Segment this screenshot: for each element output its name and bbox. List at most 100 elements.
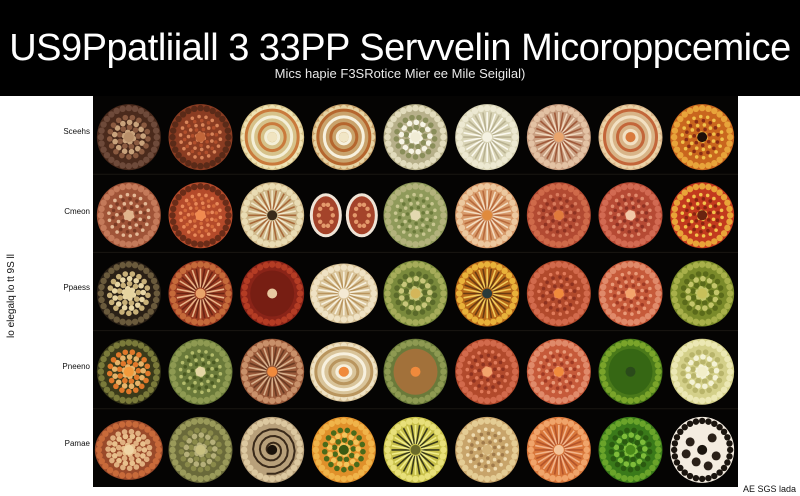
specimen-rim-dot <box>724 434 731 441</box>
specimen-ray <box>553 425 559 445</box>
specimen-cell <box>598 260 663 327</box>
specimen-rim-dot <box>711 238 718 245</box>
specimen-cell <box>168 182 233 249</box>
specimen-grain <box>608 289 613 294</box>
specimen-rim-dot <box>609 424 617 431</box>
specimen-rim-dot <box>243 434 251 441</box>
specimen-ray <box>410 425 416 445</box>
specimen-ray <box>562 117 575 134</box>
specimen-rim-dot <box>197 241 204 248</box>
specimen-rim-dot <box>286 234 293 242</box>
specimen-grain <box>144 363 151 370</box>
specimen-rim-dot <box>649 308 656 315</box>
specimen-rim-dot <box>214 189 222 196</box>
specimen-grain <box>354 453 360 459</box>
specimen-rim-dot <box>290 230 298 237</box>
specimen-grain <box>425 305 432 311</box>
specimen-grain <box>612 215 617 220</box>
specimen-rim-dot <box>286 345 293 353</box>
specimen-grain <box>407 126 413 132</box>
specimen-rim-dot <box>501 189 508 196</box>
specimen-ray <box>187 298 199 316</box>
specimen-grain <box>134 302 141 308</box>
specimen-grain <box>187 202 191 206</box>
specimen-rim-dot <box>268 475 276 483</box>
specimen-rim-dot <box>639 472 646 480</box>
specimen-dot <box>353 219 359 224</box>
specimen-dot <box>361 202 367 208</box>
specimen-ray <box>488 269 497 289</box>
specimen-rim-dot <box>219 308 226 315</box>
specimen-rim-dot <box>222 277 229 285</box>
specimen-rim-dot <box>724 146 731 153</box>
specimen-grain <box>551 375 555 380</box>
specimen-ray <box>549 426 558 445</box>
specimen-ray <box>421 450 440 456</box>
specimen-cell <box>383 416 448 483</box>
specimen-grain <box>133 296 140 302</box>
specimen-rim-dot <box>296 446 304 454</box>
specimen-ray <box>406 455 415 474</box>
specimen-ray <box>562 120 578 134</box>
specimen-grain <box>416 114 422 121</box>
specimen-rim-dot <box>256 342 264 349</box>
specimen-grain <box>129 433 136 440</box>
specimen-grain <box>128 143 135 150</box>
specimen-grain <box>433 215 438 220</box>
specimen-rim-dot <box>313 453 320 460</box>
specimen-grain <box>133 356 140 362</box>
specimen-grain <box>142 211 147 215</box>
specimen-grain <box>570 384 575 389</box>
specimen-grain <box>475 362 480 367</box>
specimen-ray <box>490 297 504 314</box>
specimen-grain <box>399 305 406 311</box>
specimen-grain <box>552 202 557 206</box>
specimen-rim-dot <box>197 104 204 112</box>
specimen-ray <box>463 215 482 221</box>
specimen-ray <box>487 142 493 162</box>
specimen-ray <box>272 346 278 366</box>
specimen-rim-dot <box>555 104 563 112</box>
specimen-grain <box>708 380 714 387</box>
specimen-rim-dot <box>191 418 198 425</box>
specimen-grain <box>645 201 649 206</box>
specimen-grain <box>701 147 706 152</box>
specimen-ray <box>177 284 196 293</box>
specimen-grain <box>545 280 549 285</box>
specimen-rim-dot <box>573 391 580 398</box>
specimen-ray <box>491 123 509 135</box>
specimen-ray <box>492 216 511 225</box>
specimen-rim-dot <box>561 418 569 425</box>
specimen-grain <box>190 149 195 154</box>
specimen-grain <box>206 388 211 393</box>
specimen-rim-dot <box>720 194 728 201</box>
specimen-rim-dot <box>686 394 694 402</box>
specimen-rim-dot <box>573 267 580 275</box>
specimen-rim-dot <box>483 183 491 190</box>
specimen-grain <box>635 218 639 222</box>
specimen-rim-dot <box>296 296 303 304</box>
specimen-grain <box>138 196 143 201</box>
specimen-rim-dot <box>609 267 617 275</box>
specimen-grain <box>201 362 206 366</box>
specimen-center <box>482 288 493 299</box>
specimen-grain <box>706 139 711 144</box>
specimen-ray <box>276 374 294 385</box>
specimen-rim-dot <box>317 306 324 313</box>
specimen-grain <box>129 114 136 121</box>
specimen-rim-dot <box>384 133 391 141</box>
specimen-rim-dot <box>214 234 222 242</box>
specimen-grain <box>555 349 560 353</box>
specimen-grain <box>182 146 186 151</box>
specimen-ring <box>616 122 645 153</box>
specimen-grain <box>113 383 119 390</box>
specimen-ray <box>482 142 487 162</box>
specimen-grain <box>640 196 645 201</box>
specimen-dot <box>316 213 322 218</box>
specimen-rim-dot <box>530 146 537 153</box>
specimen-grain <box>191 433 198 440</box>
specimen-grain <box>708 121 713 125</box>
specimen-rim-dot <box>197 261 204 268</box>
specimen-rim-dot <box>673 302 681 310</box>
specimen-rim-dot <box>429 391 437 398</box>
